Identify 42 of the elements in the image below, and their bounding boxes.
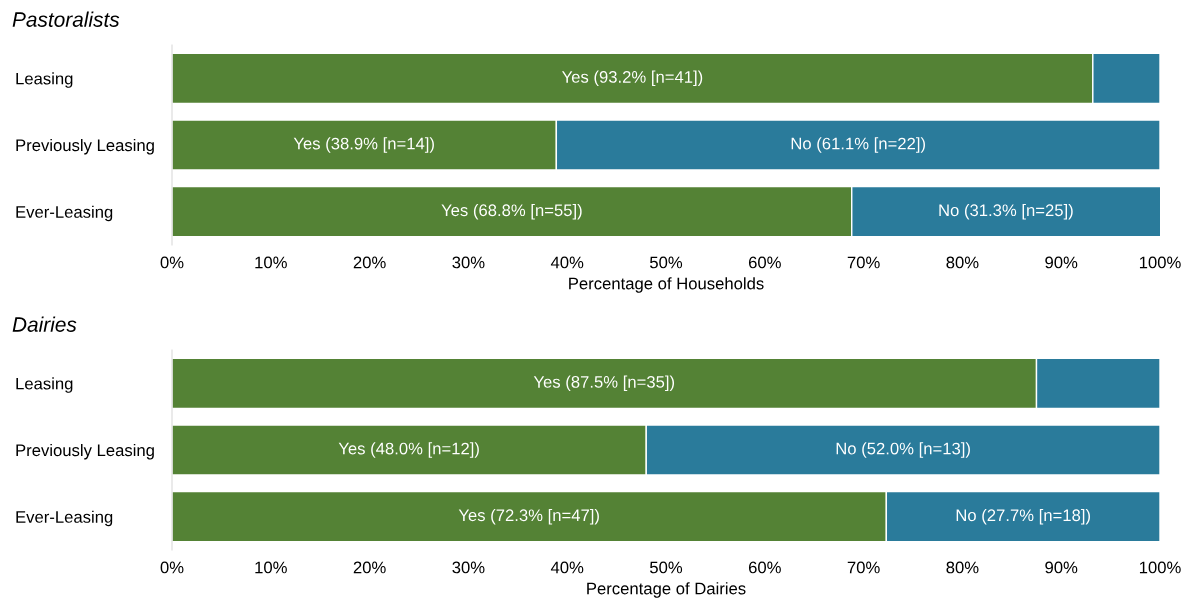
data-label: No (52.0% [n=13]): [836, 442, 970, 458]
y-tick-label: Previously Leasing: [16, 138, 154, 155]
data-label: Yes (93.2% [n=41]): [561, 70, 703, 87]
data-label: No (31.3% [n=25]): [939, 203, 1073, 220]
y-tick-label: Leasing: [16, 377, 73, 393]
x-tick-label: 70%: [847, 256, 880, 269]
x-tick-label: 30%: [452, 256, 485, 269]
y-tick-label: Previously Leasing: [16, 443, 154, 460]
data-label: Yes (48.0% [n=12]): [338, 442, 479, 458]
x-tick-label: 70%: [847, 561, 880, 574]
x-tick-label: 50%: [649, 561, 683, 574]
x-axis-title: Percentage of Households: [569, 277, 764, 293]
data-label: No (27.7% [n=18]): [956, 508, 1090, 525]
x-tick-label: 100%: [1139, 256, 1181, 269]
y-tick-label: Leasing: [16, 72, 73, 88]
x-tick-label: 60%: [748, 561, 781, 574]
x-tick-label: 80%: [946, 256, 979, 269]
chart-title: Pastoralists: [12, 11, 120, 27]
data-label: No (61.1% [n=22]): [791, 137, 925, 153]
data-label: Yes (87.5% [n=35]): [533, 375, 675, 392]
data-label: Yes (72.3% [n=47]): [458, 508, 599, 525]
x-axis-title: Percentage of Dairies: [587, 582, 746, 598]
x-tick-label: 10%: [255, 561, 287, 574]
data-label: Yes (38.9% [n=14]): [293, 137, 434, 153]
x-tick-label: 0%: [160, 561, 184, 574]
y-tick-label: Ever-Leasing: [16, 510, 113, 527]
x-tick-label: 0%: [160, 256, 184, 269]
y-tick-label: Ever-Leasing: [16, 205, 113, 222]
x-tick-label: 40%: [550, 561, 584, 574]
x-tick-label: 60%: [748, 256, 781, 269]
data-label: Yes (68.8% [n=55]): [441, 203, 582, 220]
x-tick-label: 30%: [452, 561, 485, 574]
x-tick-label: 20%: [353, 561, 386, 574]
x-tick-label: 90%: [1045, 256, 1078, 269]
x-tick-label: 20%: [353, 256, 386, 269]
x-tick-label: 80%: [946, 561, 979, 574]
x-tick-label: 100%: [1139, 561, 1181, 574]
x-tick-label: 90%: [1045, 561, 1078, 574]
x-tick-label: 50%: [649, 256, 683, 269]
x-tick-label: 10%: [255, 256, 287, 269]
chart-title: Dairies: [12, 316, 77, 332]
x-tick-label: 40%: [550, 256, 584, 269]
